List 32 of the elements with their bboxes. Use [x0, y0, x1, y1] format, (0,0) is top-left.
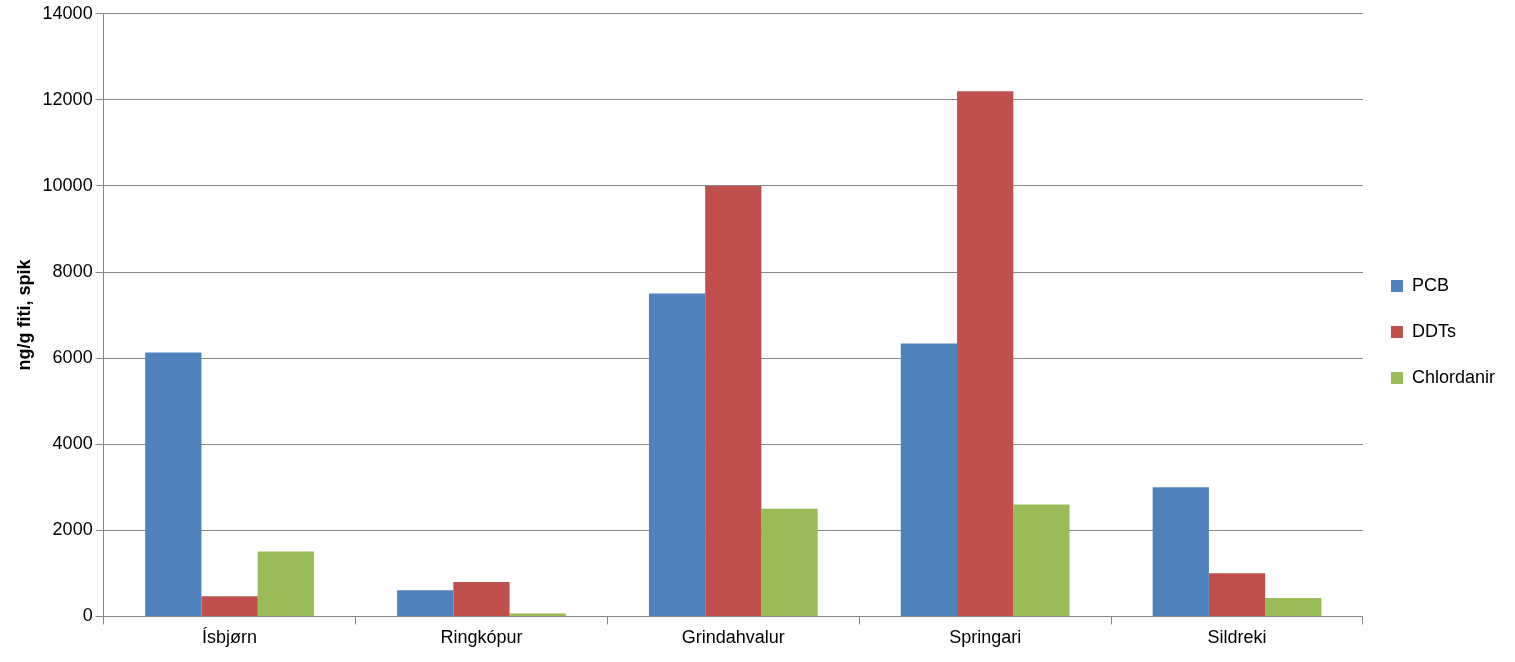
- y-tick-label: 8000: [52, 261, 93, 282]
- x-tick-label: Sildreki: [1207, 627, 1267, 648]
- y-tick-label: 10000: [42, 174, 93, 195]
- bar: [1152, 487, 1209, 616]
- legend-label: Chlordanir: [1411, 366, 1496, 387]
- y-tick-label: 6000: [52, 347, 93, 368]
- x-tick-label: Grindahvalur: [681, 627, 785, 648]
- x-tick-label: Ringkópur: [440, 627, 523, 648]
- bar: [957, 91, 1014, 616]
- y-tick-label: 0: [82, 605, 93, 626]
- bar: [1208, 573, 1266, 616]
- bar: [201, 596, 258, 616]
- y-tick-label: 14000: [42, 2, 93, 23]
- y-axis-title: ng/g fiti, spik: [13, 258, 34, 371]
- bar: [509, 613, 566, 616]
- bar: [900, 343, 958, 616]
- bar: [705, 185, 762, 616]
- x-tick-label: Springari: [949, 627, 1022, 648]
- bar: [1265, 597, 1322, 616]
- legend-label: DDTs: [1411, 320, 1456, 341]
- y-tick-label: 2000: [52, 519, 93, 540]
- x-tick-label: Ísbjørn: [202, 627, 258, 648]
- bar: [453, 581, 510, 616]
- bar: [761, 508, 818, 616]
- bar: [1013, 504, 1070, 616]
- legend-label: PCB: [1411, 274, 1449, 295]
- y-tick-label: 12000: [42, 88, 93, 109]
- bar: [257, 551, 314, 616]
- bar: [397, 590, 454, 616]
- y-tick-label: 4000: [52, 433, 93, 454]
- bar: [145, 352, 202, 616]
- bar: [648, 293, 706, 616]
